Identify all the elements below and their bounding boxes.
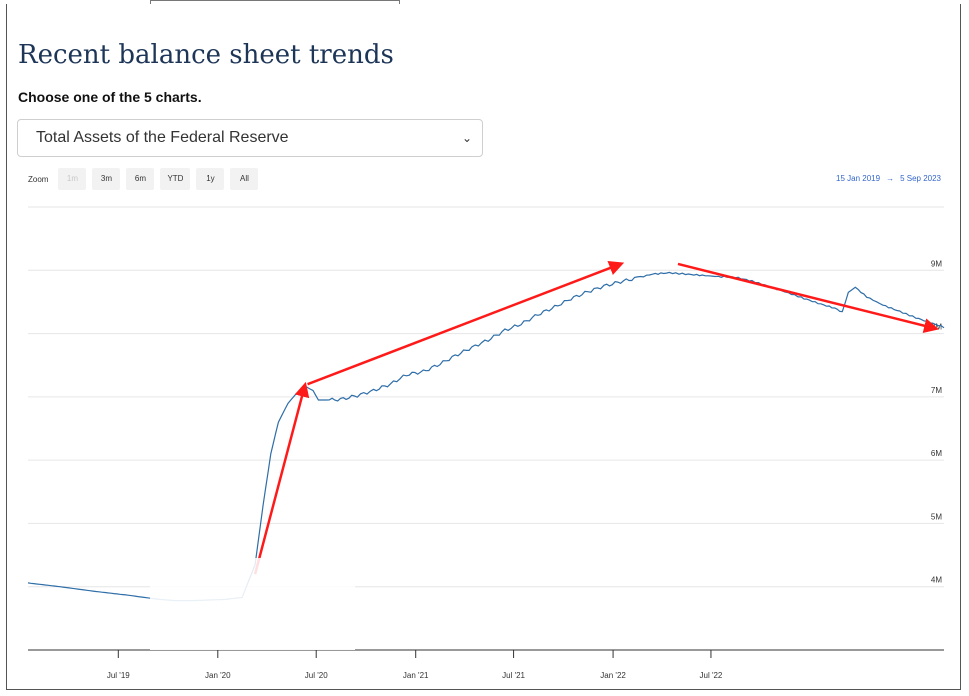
- chart-select-value: Total Assets of the Federal Reserve: [36, 129, 289, 146]
- top-tab-outline: [150, 0, 400, 5]
- range-arrow: →: [886, 174, 895, 183]
- series-layer: [27, 271, 945, 602]
- date-range-display: 15 Jan 2019 → 5 Sep 2023: [836, 174, 941, 183]
- annotation-arrow: [307, 260, 625, 386]
- zoom-1m-button[interactable]: 1m: [58, 168, 87, 190]
- y-tick-label: 5M: [931, 512, 942, 521]
- x-tick-label: Jan '22: [600, 671, 626, 680]
- x-tick-label: Jul '22: [700, 671, 723, 680]
- x-axis: Jul '19 Jan '20 Jul '20 Jan '21 Jul '21 Jan '…: [28, 649, 944, 680]
- annotation-layer: [253, 260, 939, 575]
- zoom-controls: Zoom 1m 3m 6m YTD 1y All: [28, 168, 259, 190]
- x-tick-label: Jul '19: [107, 671, 130, 680]
- zoom-ytd-button[interactable]: YTD: [160, 168, 191, 190]
- x-tick-label: Jan '21: [403, 671, 429, 680]
- y-tick-label: 6M: [931, 449, 942, 458]
- range-start-date[interactable]: 15 Jan 2019: [836, 174, 881, 183]
- chevron-down-icon: ⌄: [461, 131, 472, 145]
- y-tick-label: 7M: [931, 386, 942, 395]
- x-tick-label: Jan '20: [205, 671, 231, 680]
- total-assets-line: [27, 271, 945, 602]
- x-tick-label: Jul '20: [305, 671, 328, 680]
- annotation-arrow: [253, 381, 310, 575]
- annotation-arrow: [677, 262, 939, 334]
- range-end-date[interactable]: 5 Sep 2023: [900, 174, 941, 183]
- faded-overlay: [150, 558, 355, 650]
- chart-select-dropdown[interactable]: Total Assets of the Federal Reserve ⌄: [17, 119, 483, 157]
- zoom-3m-button[interactable]: 3m: [92, 168, 121, 190]
- page-title: Recent balance sheet trends: [18, 40, 394, 70]
- grid-layer: [28, 206, 944, 588]
- zoom-label: Zoom: [28, 174, 49, 184]
- y-tick-label: 4M: [931, 576, 942, 585]
- y-tick-label: 9M: [931, 259, 942, 268]
- zoom-all-button[interactable]: All: [230, 168, 259, 190]
- chart-choice-prompt: Choose one of the 5 charts.: [18, 89, 202, 105]
- x-tick-label: Jul '21: [502, 671, 525, 680]
- zoom-6m-button[interactable]: 6m: [126, 168, 155, 190]
- zoom-1y-button[interactable]: 1y: [196, 168, 225, 190]
